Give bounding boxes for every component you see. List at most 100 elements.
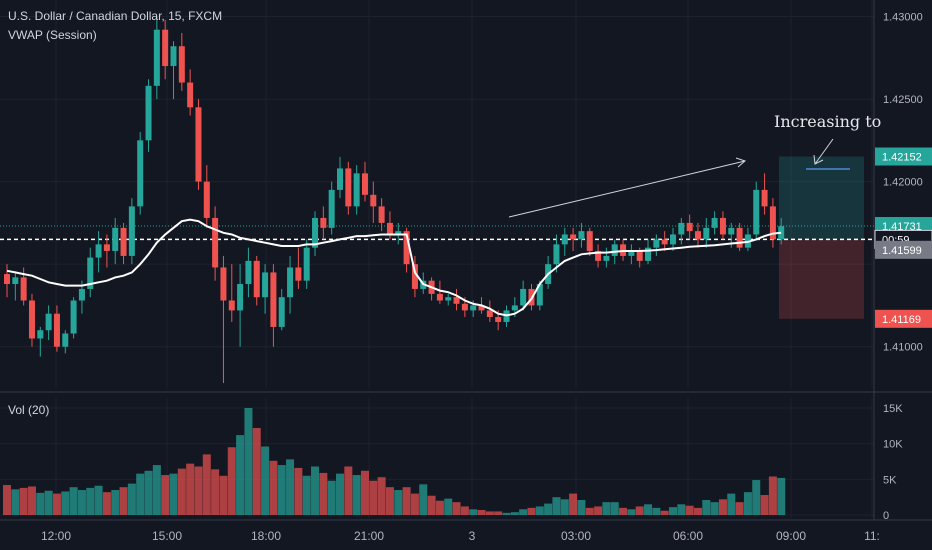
candle-body[interactable] bbox=[486, 310, 493, 318]
candle-body[interactable] bbox=[328, 189, 335, 228]
candle-body[interactable] bbox=[320, 217, 327, 228]
volume-bar[interactable] bbox=[360, 470, 369, 515]
candle-body[interactable] bbox=[62, 333, 69, 347]
volume-bar[interactable] bbox=[619, 507, 628, 515]
volume-bar[interactable] bbox=[152, 465, 161, 515]
volume-bar[interactable] bbox=[669, 507, 677, 515]
volume-bar[interactable] bbox=[377, 477, 386, 515]
candle-body[interactable] bbox=[578, 231, 585, 240]
volume-bar[interactable] bbox=[743, 492, 752, 515]
volume-bar[interactable] bbox=[760, 495, 769, 515]
volume-bar[interactable] bbox=[169, 473, 178, 515]
candle-body[interactable] bbox=[711, 217, 718, 228]
volume-bar[interactable] bbox=[11, 489, 20, 515]
volume-bar[interactable] bbox=[485, 511, 494, 515]
candle-body[interactable] bbox=[145, 85, 152, 141]
volume-bar[interactable] bbox=[693, 507, 702, 515]
volume-bar[interactable] bbox=[19, 487, 28, 515]
volume-bar[interactable] bbox=[452, 502, 461, 515]
candle-body[interactable] bbox=[20, 277, 27, 301]
candle-body[interactable] bbox=[461, 303, 468, 311]
volume-bar[interactable] bbox=[277, 465, 286, 515]
candle-body[interactable] bbox=[128, 206, 135, 256]
volume-bar[interactable] bbox=[502, 512, 511, 515]
volume-bar[interactable] bbox=[52, 493, 61, 515]
candle-body[interactable] bbox=[178, 46, 185, 83]
volume-bar[interactable] bbox=[535, 506, 544, 515]
candle-body[interactable] bbox=[312, 217, 319, 248]
volume-bar[interactable] bbox=[352, 475, 361, 515]
candle-body[interactable] bbox=[570, 234, 577, 240]
candle-body[interactable] bbox=[395, 231, 402, 235]
volume-bar[interactable] bbox=[236, 435, 245, 515]
volume-bar[interactable] bbox=[610, 502, 619, 515]
candle-body[interactable] bbox=[95, 244, 102, 258]
candle-body[interactable] bbox=[120, 227, 127, 256]
candle-body[interactable] bbox=[203, 181, 210, 218]
volume-bar[interactable] bbox=[227, 447, 236, 515]
volume-bar[interactable] bbox=[294, 467, 303, 515]
candle-body[interactable] bbox=[78, 288, 85, 301]
candle-body[interactable] bbox=[262, 272, 269, 298]
candle-body[interactable] bbox=[295, 267, 302, 281]
candle-body[interactable] bbox=[303, 247, 310, 281]
candle-body[interactable] bbox=[678, 222, 685, 235]
volume-bar[interactable] bbox=[685, 505, 694, 515]
volume-bar[interactable] bbox=[311, 466, 320, 515]
volume-bar[interactable] bbox=[177, 468, 186, 515]
candle-body[interactable] bbox=[87, 257, 94, 289]
volume-bar[interactable] bbox=[252, 427, 261, 515]
candle-body[interactable] bbox=[636, 250, 643, 261]
candle-body[interactable] bbox=[645, 247, 652, 261]
candle-body[interactable] bbox=[245, 260, 252, 284]
candle-body[interactable] bbox=[137, 140, 144, 207]
volume-bar[interactable] bbox=[261, 446, 270, 515]
candle-body[interactable] bbox=[778, 226, 785, 240]
volume-bar[interactable] bbox=[727, 493, 736, 515]
stop-loss-zone[interactable] bbox=[779, 239, 864, 319]
candle-body[interactable] bbox=[162, 29, 169, 67]
candle-body[interactable] bbox=[736, 227, 743, 248]
volume-bar[interactable] bbox=[3, 485, 11, 515]
volume-bar[interactable] bbox=[410, 493, 419, 515]
volume-bar[interactable] bbox=[102, 492, 111, 515]
volume-bar[interactable] bbox=[211, 469, 220, 515]
volume-bar[interactable] bbox=[702, 500, 711, 515]
candle-body[interactable] bbox=[769, 206, 776, 240]
volume-bar[interactable] bbox=[219, 475, 228, 515]
candle-body[interactable] bbox=[228, 300, 235, 311]
volume-bar[interactable] bbox=[385, 487, 394, 515]
volume-bar[interactable] bbox=[560, 499, 569, 515]
volume-bar[interactable] bbox=[269, 460, 278, 515]
volume-bar[interactable] bbox=[402, 487, 411, 515]
candle-body[interactable] bbox=[553, 244, 560, 265]
candle-body[interactable] bbox=[28, 300, 35, 339]
candle-body[interactable] bbox=[586, 231, 593, 251]
candle-body[interactable] bbox=[603, 255, 610, 261]
candle-body[interactable] bbox=[386, 222, 393, 235]
volume-bar[interactable] bbox=[119, 487, 128, 515]
candle-body[interactable] bbox=[353, 173, 360, 207]
candle-body[interactable] bbox=[12, 277, 19, 284]
volume-bar[interactable] bbox=[427, 495, 436, 515]
candle-body[interactable] bbox=[153, 29, 160, 86]
volume-bar[interactable] bbox=[419, 484, 428, 515]
candle-body[interactable] bbox=[337, 168, 343, 190]
volume-bar[interactable] bbox=[394, 490, 403, 515]
candle-body[interactable] bbox=[237, 283, 244, 311]
volume-bar[interactable] bbox=[61, 491, 70, 515]
volume-bar[interactable] bbox=[319, 472, 328, 515]
candle-body[interactable] bbox=[453, 297, 460, 304]
volume-bar[interactable] bbox=[69, 487, 78, 515]
volume-bar[interactable] bbox=[444, 498, 453, 515]
candle-body[interactable] bbox=[278, 297, 285, 327]
candle-body[interactable] bbox=[694, 231, 701, 240]
volume-bar[interactable] bbox=[577, 500, 586, 515]
candle-body[interactable] bbox=[37, 330, 44, 339]
volume-bar[interactable] bbox=[469, 509, 478, 515]
volume-bar[interactable] bbox=[186, 463, 195, 515]
volume-bar[interactable] bbox=[752, 480, 761, 515]
volume-bar[interactable] bbox=[660, 510, 669, 515]
candle-body[interactable] bbox=[345, 168, 352, 207]
